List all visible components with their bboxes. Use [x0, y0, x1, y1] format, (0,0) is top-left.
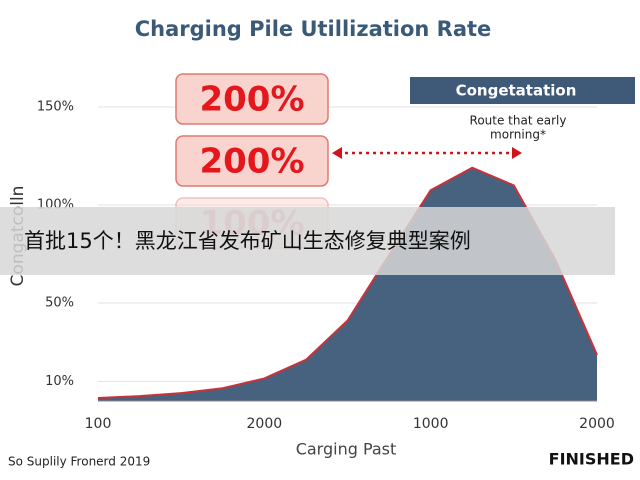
- arrow-head: [512, 147, 522, 159]
- banner: Congetatation: [456, 82, 577, 100]
- y-tick-label: 50%: [45, 296, 74, 311]
- area-outline: [97, 166, 598, 400]
- source: So Suplily Fronerd 2019: [8, 455, 150, 469]
- x-tick-label: 2000: [579, 416, 615, 432]
- status: FINISHED: [549, 450, 634, 469]
- chart-title: Charging Pile Utillization Rate: [135, 17, 492, 41]
- x-tick-label: 100: [85, 416, 112, 432]
- x-tick-label: 1000: [413, 416, 449, 432]
- callout: 200%: [175, 135, 329, 187]
- callout-label: 200%: [199, 80, 304, 120]
- banner-note: Route that early: [470, 114, 567, 128]
- callout: 200%: [175, 73, 329, 125]
- x-axis-label: Carging Past: [296, 440, 397, 459]
- callout-box: [175, 73, 329, 125]
- banner-note: morning*: [490, 128, 546, 142]
- area: [98, 167, 597, 401]
- y-tick-label: 150%: [37, 100, 74, 115]
- callout-box: [175, 135, 329, 187]
- arrow-head: [332, 147, 342, 159]
- y-tick-label: 10%: [45, 374, 74, 389]
- callout-label: 200%: [199, 142, 304, 182]
- banner-box: [410, 77, 635, 104]
- overlay-caption: 首批15个！黑龙江省发布矿山生态修复典型案例: [0, 207, 615, 275]
- x-tick-label: 2000: [247, 416, 283, 432]
